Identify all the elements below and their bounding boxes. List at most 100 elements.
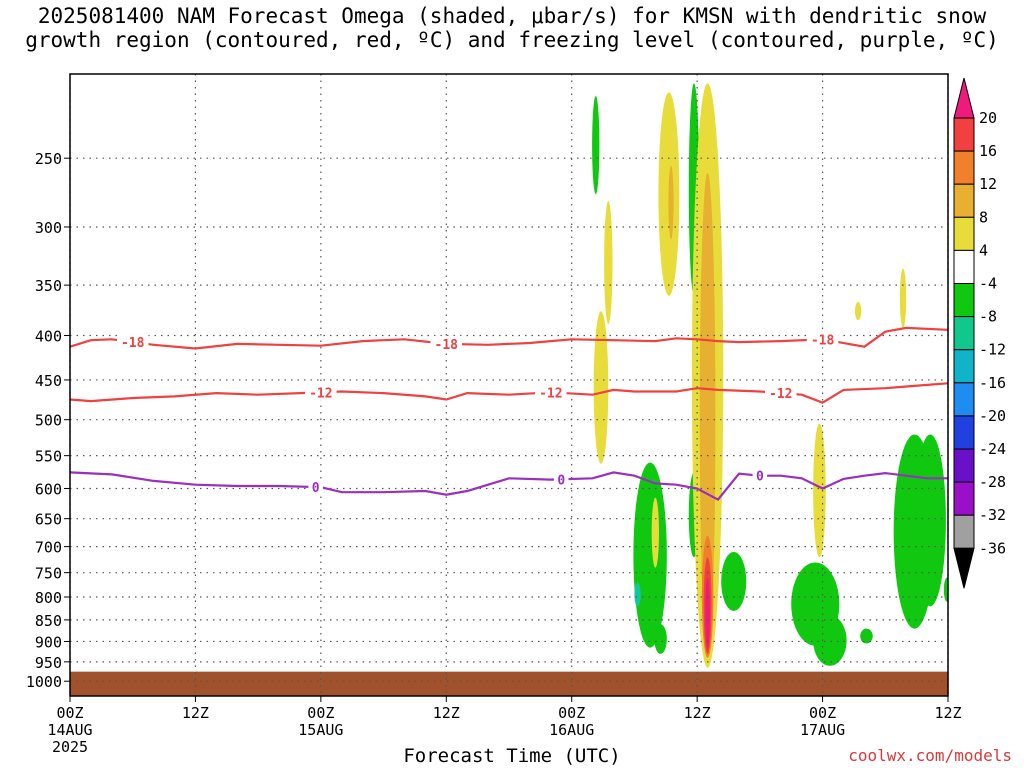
y-tick-labels: 250 300 350 400 450 500 550 600 650 700 750 800 850 9…	[26, 150, 70, 691]
colorbar-label: -16	[979, 374, 1006, 392]
y-tick-label: 600	[35, 480, 62, 498]
y-tick-label: 700	[35, 539, 62, 557]
y-tick-label: 850	[35, 612, 62, 630]
omega-region	[633, 462, 667, 648]
contour-label: -18	[811, 333, 835, 348]
colorbar-label: -28	[979, 473, 1006, 491]
colorbar: 20 16 12 8 4 -4 -8 -12 -16 -20 -24 -28 -32 -36	[953, 77, 1006, 589]
x-tick-label: 00Z	[56, 704, 83, 722]
plot-frame	[69, 73, 949, 697]
contour-label-bg	[305, 384, 337, 401]
colorbar-segment	[953, 349, 975, 384]
y-tick-label: 1000	[26, 673, 62, 691]
contour-label: -18	[435, 338, 459, 353]
contour-label-bg	[535, 384, 567, 401]
contour-label-bg	[116, 334, 149, 351]
x-tick-label: 12Z	[934, 704, 961, 722]
colorbar-segment	[953, 150, 975, 185]
credit-text: coolwx.com/models	[848, 746, 1012, 765]
colorbar-segment	[953, 382, 975, 417]
omega-region	[813, 423, 826, 558]
contour-label: 0	[312, 481, 320, 496]
contour-label-bg	[308, 479, 323, 496]
omega-region	[860, 628, 873, 644]
x-axis-label: Forecast Time (UTC)	[403, 745, 621, 767]
omega-region	[914, 434, 946, 607]
omega-region	[721, 551, 747, 611]
x-tick-label: 00Z	[809, 704, 836, 722]
y-tick-label: 950	[35, 654, 62, 672]
contour-line	[70, 382, 948, 404]
omega-region	[943, 577, 948, 602]
colorbar-label: -4	[979, 275, 997, 293]
y-tick-label: 350	[35, 277, 62, 295]
ground-fill	[70, 671, 948, 696]
omega-region	[705, 577, 710, 650]
y-tick-label: 450	[35, 372, 62, 390]
colorbar-segment	[953, 249, 975, 284]
omega-region	[592, 95, 600, 195]
x-tick-label: 17AUG	[800, 721, 845, 739]
contours: -18 -18 -18 -12 -12 -12 0 0 0	[70, 326, 948, 501]
colorbar-segment	[953, 415, 975, 450]
omega-region	[604, 200, 613, 325]
x-tick-label: 00Z	[307, 704, 334, 722]
x-tick-label: 12Z	[684, 704, 711, 722]
omega-region	[651, 497, 659, 568]
colorbar-segment	[953, 514, 975, 549]
frame-rect	[69, 73, 949, 697]
y-tick-label: 250	[35, 150, 62, 168]
contour-label-bg	[752, 467, 768, 484]
omega-shading	[592, 83, 948, 668]
omega-region	[854, 301, 862, 321]
colorbar-segment	[953, 283, 975, 318]
colorbar-label: -24	[979, 440, 1006, 458]
y-tick-label: 650	[35, 511, 62, 529]
omega-region	[813, 615, 847, 666]
colorbar-label: -32	[979, 506, 1006, 524]
y-tick-label: 500	[35, 412, 62, 430]
y-tick-label: 400	[35, 328, 62, 346]
omega-region	[699, 172, 716, 658]
chart-title: 2025081400 NAM Forecast Omega (shaded, μ…	[25, 4, 999, 52]
contour-label-bg	[765, 385, 797, 402]
contour-label-bg	[430, 335, 463, 352]
colorbar-label: 16	[979, 142, 997, 160]
x-tick-label: 00Z	[558, 704, 585, 722]
contour-line	[70, 471, 948, 501]
y-tick-label: 550	[35, 448, 62, 466]
colorbar-label: 8	[979, 208, 988, 226]
colorbar-bottom-triangle	[953, 547, 975, 589]
contour-label: -18	[121, 336, 145, 351]
x-tick-label: 14AUG	[47, 721, 92, 739]
contour-label-bg	[806, 331, 839, 348]
colorbar-segment	[953, 117, 975, 152]
x-tick-label: 12Z	[433, 704, 460, 722]
colorbar-label: 12	[979, 175, 997, 193]
omega-region	[668, 165, 674, 240]
colorbar-segment	[953, 183, 975, 218]
contour-label: -12	[539, 386, 562, 401]
omega-region	[899, 268, 907, 328]
colorbar-label: -20	[979, 407, 1006, 425]
x-tick-label: 15AUG	[298, 721, 343, 739]
ground	[70, 671, 948, 696]
colorbar-top-triangle	[953, 77, 975, 119]
colorbar-label: -36	[979, 539, 1006, 557]
contour-label: -12	[309, 386, 332, 401]
colorbar-label: -12	[979, 341, 1006, 359]
colorbar-segment	[953, 216, 975, 251]
omega-region	[654, 624, 667, 654]
x-tick-label: 2025	[52, 738, 88, 756]
contour-label: 0	[756, 470, 764, 485]
colorbar-label: 20	[979, 109, 997, 127]
contour-label-bg	[554, 471, 569, 488]
y-tick-label: 800	[35, 589, 62, 607]
colorbar-label: 4	[979, 241, 988, 259]
colorbar-segment	[953, 481, 975, 516]
omega-region	[634, 582, 641, 607]
x-tick-label: 16AUG	[549, 721, 594, 739]
y-tick-label: 300	[35, 219, 62, 237]
